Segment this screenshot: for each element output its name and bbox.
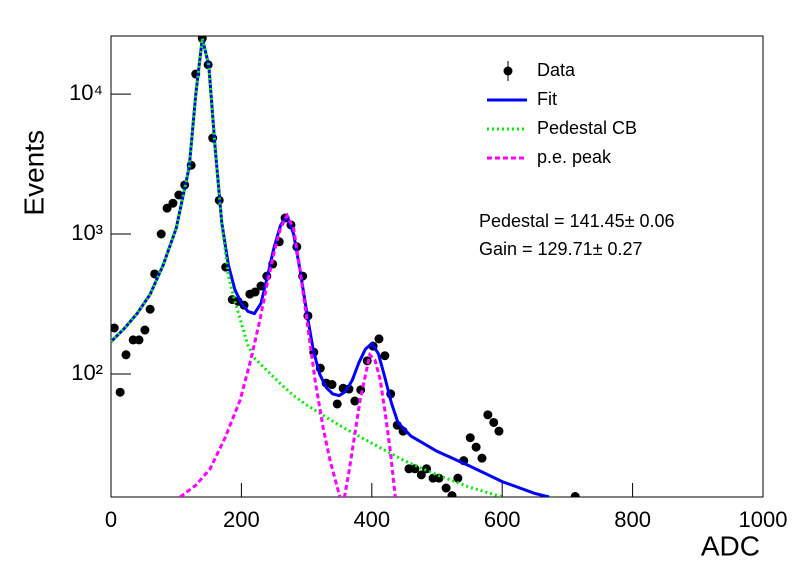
x-axis-title: ADC (701, 530, 760, 561)
data-point (134, 335, 144, 345)
data-point (162, 203, 172, 213)
data-point (441, 483, 451, 493)
plot-frame (110, 35, 764, 498)
data-point (494, 426, 504, 436)
curve (111, 38, 550, 497)
data-point (416, 470, 426, 480)
data-point (489, 417, 499, 427)
data-point (350, 396, 360, 406)
annotation: Pedestal = 141.45± 0.06 (479, 211, 675, 231)
x-tick-label: 0 (105, 507, 117, 532)
curve (179, 212, 397, 497)
annotation: Gain = 129.71± 0.27 (479, 239, 643, 259)
x-tick-label: 600 (484, 507, 521, 532)
data-point (380, 351, 390, 361)
data-point (174, 190, 184, 200)
data-point (168, 198, 178, 208)
data-point (410, 464, 420, 474)
data-point (483, 410, 493, 420)
legend-label: Data (537, 60, 576, 80)
data-point (121, 350, 131, 360)
y-axis-title: Events (18, 130, 49, 216)
x-tick-label: 200 (223, 507, 260, 532)
x-tick-label: 800 (614, 507, 651, 532)
data-point (374, 334, 384, 344)
x-tick-label: 400 (353, 507, 390, 532)
data-point (453, 473, 463, 483)
plot-area (111, 36, 580, 497)
legend-label: p.e. peak (537, 147, 612, 167)
data-point (250, 287, 260, 297)
y-tick-label: 10³ (71, 220, 103, 245)
data-point (465, 433, 475, 443)
data-point (145, 304, 155, 314)
data-point (156, 229, 166, 239)
data-point (570, 492, 580, 497)
data-point (111, 323, 119, 333)
data-point (115, 387, 125, 397)
data-point (140, 325, 150, 335)
legend-label: Pedestal CB (537, 118, 637, 138)
x-tick-label: 1000 (739, 507, 788, 532)
data-point (471, 442, 481, 452)
data-point (327, 380, 337, 390)
curve (111, 38, 503, 497)
y-tick-label: 10² (71, 360, 103, 385)
data-point (434, 473, 444, 483)
data-point (332, 399, 342, 409)
y-tick-label: 10⁴ (69, 80, 103, 105)
data-point (477, 453, 487, 463)
legend-label: Fit (537, 89, 557, 109)
data-point (447, 491, 457, 497)
